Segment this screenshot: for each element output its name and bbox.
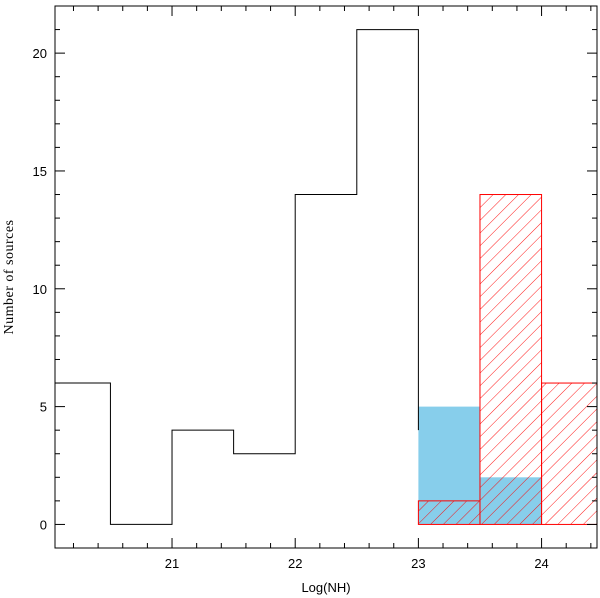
y-tick-label: 10 (33, 282, 47, 297)
series-0-outline-path (55, 29, 419, 525)
bar-2-0 (417, 500, 481, 525)
bar-2-2 (541, 382, 597, 525)
plot-frame (54, 5, 598, 549)
series-0-outline (55, 29, 419, 525)
series-layer (55, 29, 597, 525)
x-tick-label: 21 (165, 556, 179, 571)
x-tick-label: 22 (288, 556, 302, 571)
x-axis-title: Log(NH) (301, 580, 350, 595)
y-axis-title: Number of sources (2, 219, 17, 334)
bar-2-1 (479, 194, 543, 525)
x-tick-label: 23 (411, 556, 425, 571)
y-tick-label: 0 (40, 517, 47, 532)
tick-marks (55, 5, 597, 549)
series-2-hatched (417, 194, 597, 525)
y-tick-label: 15 (33, 164, 47, 179)
y-tick-label: 20 (33, 46, 47, 61)
tick-labels: 0 5 10 15 20 21 22 23 24 (33, 46, 549, 571)
x-tick-label: 24 (534, 556, 548, 571)
y-tick-label: 5 (40, 400, 47, 415)
